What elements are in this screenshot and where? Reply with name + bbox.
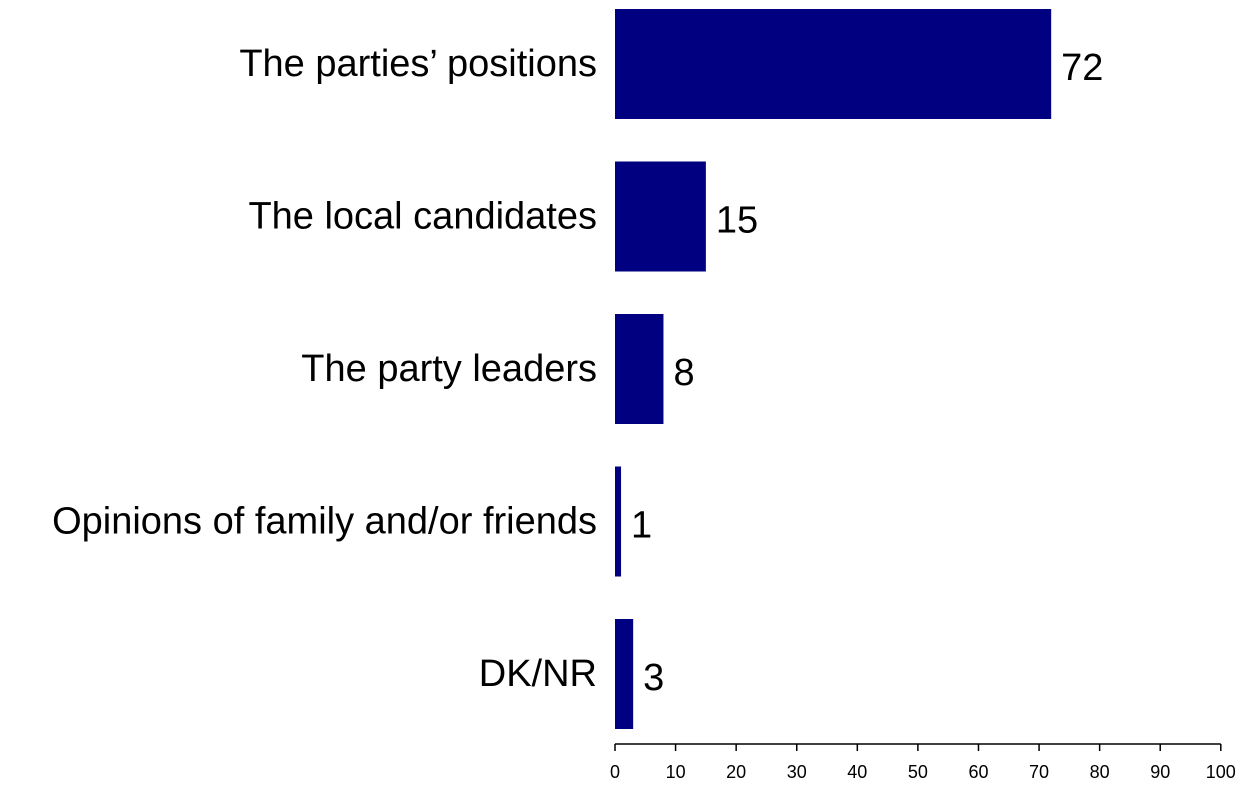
value-label-opinions-of-family-and-or-friends: 1 (631, 505, 652, 547)
x-axis: 0 10 20 30 40 50 60 70 80 90 100 (610, 743, 1236, 782)
x-tick-label-90: 90 (1150, 762, 1170, 782)
bar-dk-nr (615, 619, 634, 729)
category-label-dk-nr: DK/NR (479, 653, 597, 695)
value-label-the-parties-positions: 72 (1061, 47, 1103, 89)
x-tick-label-100: 100 (1206, 762, 1236, 782)
value-label-dk-nr: 3 (643, 657, 664, 699)
x-tick-label-60: 60 (968, 762, 988, 782)
x-tick-label-80: 80 (1090, 762, 1110, 782)
value-labels: 72 15 8 1 3 (631, 47, 1103, 699)
category-label-opinions-of-family-and-or-friends: Opinions of family and/or friends (52, 501, 597, 543)
x-tick-label-40: 40 (847, 762, 867, 782)
value-label-the-local-candidates: 15 (716, 200, 758, 242)
bar-opinions-of-family-and-or-friends (615, 466, 622, 577)
x-tick-label-50: 50 (908, 762, 928, 782)
x-tick-label-10: 10 (666, 762, 686, 782)
x-tick-label-70: 70 (1029, 762, 1049, 782)
category-labels: The parties’ positions The local candidat… (52, 43, 597, 695)
bars-group (615, 9, 1052, 729)
value-label-the-party-leaders: 8 (673, 352, 694, 394)
x-tick-label-20: 20 (726, 762, 746, 782)
bar-the-parties-positions (615, 9, 1052, 119)
category-label-the-local-candidates: The local candidates (248, 196, 597, 238)
x-tick-label-30: 30 (787, 762, 807, 782)
category-label-the-parties-positions: The parties’ positions (239, 43, 597, 85)
bar-the-local-candidates (615, 161, 706, 272)
bar-the-party-leaders (615, 314, 664, 424)
category-label-the-party-leaders: The party leaders (301, 348, 597, 390)
x-tick-label-0: 0 (610, 762, 620, 782)
